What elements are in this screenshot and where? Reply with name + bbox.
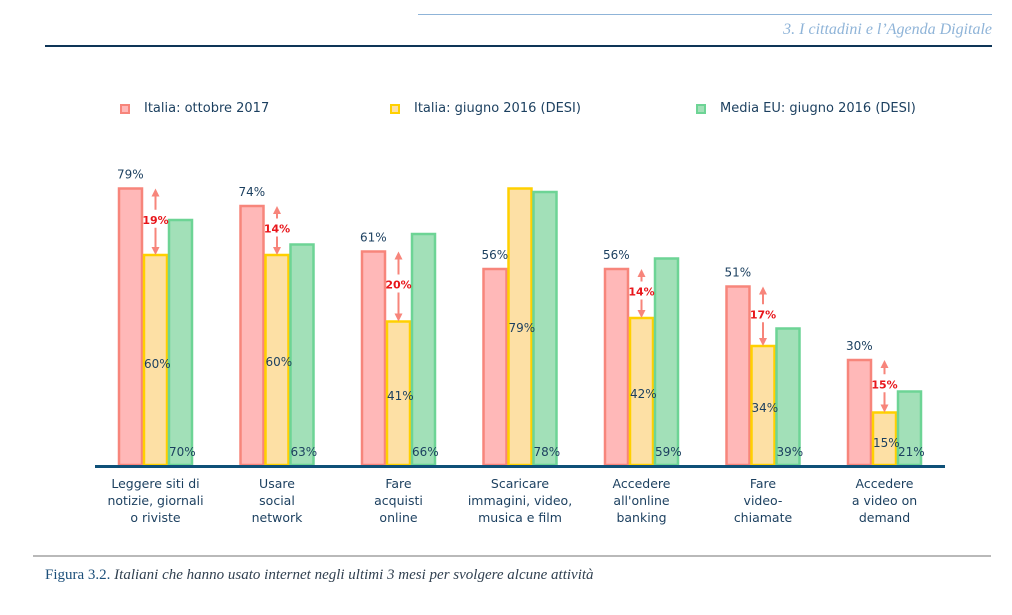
category-label: chiamate: [734, 510, 793, 525]
category-label: a video on: [852, 493, 917, 508]
arrow-up-icon: [880, 360, 889, 368]
running-head: 3. I cittadini e l’Agenda Digitale: [783, 21, 992, 38]
category-label: all'online: [613, 493, 669, 508]
category-label: acquisti: [374, 493, 423, 508]
category-label: Accedere: [613, 476, 671, 491]
legend-swatch-italia-2017: [120, 103, 130, 114]
data-label-italia-2017: 61%: [360, 231, 387, 245]
arrow-down-icon: [394, 313, 403, 322]
bar-italia-2017: [117, 187, 144, 467]
figure-caption-text: Italiani che hanno usato internet negli …: [114, 567, 594, 583]
bar-eu-2016: [410, 232, 437, 467]
arrow-down-icon: [759, 338, 767, 346]
data-label-eu-2016: 66%: [412, 445, 439, 459]
arrow-up-icon: [637, 269, 646, 277]
bar-italia-2017: [360, 250, 387, 467]
arrow-up-icon: [759, 286, 767, 295]
data-label-italia-2016: 34%: [752, 401, 779, 415]
category-label: network: [252, 510, 304, 525]
caption-rule: [33, 555, 991, 557]
legend-item-italia-2016: Italia: giugno 2016 (DESI): [390, 101, 581, 116]
category-label: musica e film: [478, 510, 562, 525]
figure-caption: Figura 3.2. Italiani che hanno usato int…: [45, 567, 594, 584]
difference-label: 14%: [628, 286, 654, 299]
chart-legend: Italia: ottobre 2017 Italia: giugno 2016…: [0, 101, 1012, 121]
data-label-italia-2016: 15%: [873, 436, 900, 450]
data-label-italia-2016: 41%: [387, 389, 414, 403]
category-label: Leggere siti di: [111, 476, 199, 491]
difference-label: 14%: [264, 223, 290, 236]
arrow-down-icon: [273, 247, 281, 255]
data-label-italia-2017: 79%: [117, 168, 144, 182]
data-label-italia-2016: 60%: [144, 357, 171, 371]
difference-label: 20%: [385, 279, 411, 292]
legend-label: Media EU: giugno 2016 (DESI): [720, 101, 916, 116]
category-label: banking: [616, 510, 666, 525]
arrow-down-icon: [151, 247, 160, 255]
category-label: Usare: [259, 476, 295, 491]
bar-italia-2017: [846, 358, 873, 467]
data-label-eu-2016: 78%: [534, 445, 561, 459]
legend-item-eu-2016: Media EU: giugno 2016 (DESI): [696, 101, 916, 116]
arrow-up-icon: [151, 188, 160, 197]
data-label-italia-2016: 79%: [509, 321, 536, 335]
legend-label: Italia: giugno 2016 (DESI): [414, 101, 581, 116]
bar-italia-2017: [239, 204, 265, 467]
bar-eu-2016: [532, 190, 558, 467]
data-label-eu-2016: 21%: [898, 445, 925, 459]
data-label-italia-2017: 56%: [603, 248, 630, 262]
data-label-italia-2016: 60%: [266, 355, 293, 369]
data-label-eu-2016: 59%: [655, 445, 682, 459]
data-label-italia-2017: 51%: [725, 266, 752, 280]
arrow-up-icon: [394, 251, 403, 260]
category-label: immagini, video,: [468, 493, 572, 508]
category-label: social: [259, 493, 295, 508]
category-label: video-: [744, 493, 783, 508]
arrow-down-icon: [880, 404, 889, 413]
category-label: Fare: [385, 476, 412, 491]
arrow-up-icon: [273, 206, 281, 214]
data-label-italia-2017: 74%: [239, 185, 266, 199]
figure-label: Figura 3.2.: [45, 567, 111, 583]
arrow-down-icon: [637, 310, 646, 318]
difference-label: 17%: [750, 308, 776, 321]
category-label: o riviste: [130, 510, 181, 525]
category-label: demand: [859, 510, 910, 525]
x-axis-line: [95, 465, 945, 468]
bar-italia-2017: [603, 267, 630, 467]
category-label: Fare: [750, 476, 777, 491]
data-label-eu-2016: 70%: [169, 445, 196, 459]
header-rule-dark: [45, 45, 992, 47]
legend-swatch-eu-2016: [696, 103, 706, 114]
legend-label: Italia: ottobre 2017: [144, 101, 270, 116]
bar-eu-2016: [653, 257, 680, 467]
category-label: online: [379, 510, 417, 525]
legend-swatch-italia-2016: [390, 103, 400, 114]
data-label-italia-2016: 42%: [630, 387, 657, 401]
difference-label: 15%: [871, 378, 897, 391]
data-label-eu-2016: 63%: [291, 445, 318, 459]
bar-italia-2017: [725, 285, 751, 467]
category-label: Scaricare: [491, 476, 549, 491]
header-rule-light: [418, 14, 992, 15]
difference-label: 19%: [142, 214, 168, 227]
data-label-italia-2017: 30%: [846, 339, 873, 353]
bar-eu-2016: [289, 243, 315, 467]
legend-item-italia-2017: Italia: ottobre 2017: [120, 101, 269, 116]
data-label-italia-2017: 56%: [482, 248, 509, 262]
bar-italia-2017: [482, 267, 508, 467]
category-label: Accedere: [856, 476, 914, 491]
data-label-eu-2016: 39%: [777, 445, 804, 459]
bar-eu-2016: [167, 218, 194, 467]
category-label: notizie, giornali: [107, 493, 203, 508]
